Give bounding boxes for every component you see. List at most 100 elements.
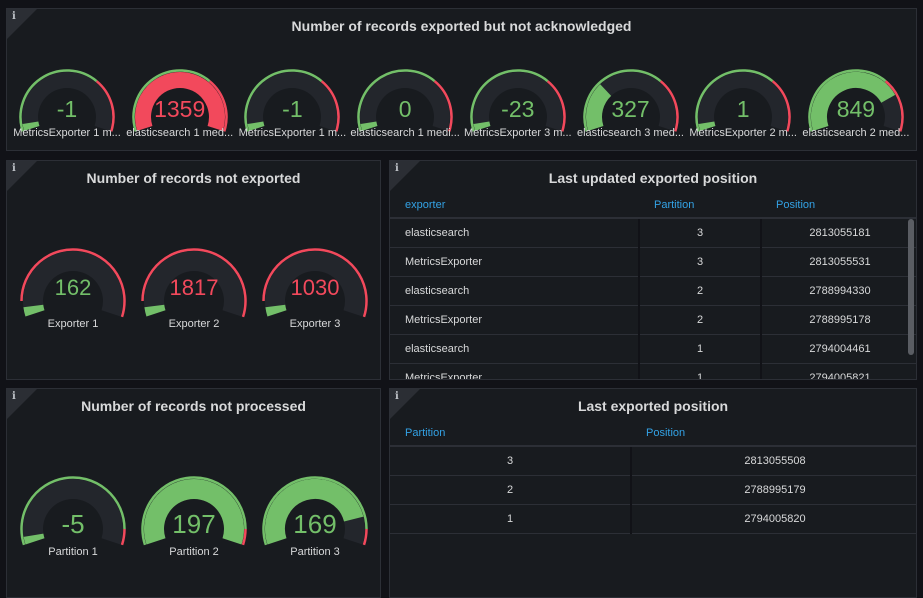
table-row: elasticsearch 1 2794004461 [390, 334, 916, 364]
table-cell: 2 [638, 305, 761, 335]
table-header-row: Partition Position [390, 420, 916, 447]
gauge-dial [695, 69, 791, 132]
gauge-value-band [473, 121, 491, 131]
table-row: elasticsearch 2 2788994330 [390, 276, 916, 306]
panel-last-exported-position: i Last exported position Partition Posit… [389, 388, 917, 598]
gauge-value: 1359 [154, 96, 206, 122]
gauge-value: -1 [56, 96, 78, 122]
gauge-value: -23 [501, 96, 535, 122]
gauge-value: 0 [398, 96, 412, 122]
gauge-dial [20, 248, 126, 318]
gauge-value-band [698, 121, 716, 131]
info-icon[interactable]: i [12, 11, 16, 22]
panel-not-exported: i Number of records not exported 162 Expo… [6, 160, 381, 380]
panel-not-processed: i Number of records not processed -5 Part… [6, 388, 381, 598]
gauge-value-band [23, 533, 45, 545]
table-row: MetricsExporter 1 2794005821 [390, 363, 916, 379]
info-icon[interactable]: i [12, 163, 16, 174]
gauge-dial [19, 69, 115, 132]
gauge-track [472, 72, 563, 131]
gauge-threshold-bad [95, 80, 115, 132]
table-cell: 1 [390, 504, 631, 534]
gauge-value-band [144, 479, 244, 545]
table-cell: elasticsearch [390, 334, 639, 364]
gauge-label: Exporter 3 [289, 318, 341, 330]
panel-title[interactable]: Number of records not processed [81, 398, 306, 414]
table-cell: MetricsExporter [390, 247, 639, 277]
gauge-threshold-bad [262, 248, 368, 318]
gauge: 849 elasticsearch 2 med... [802, 65, 909, 147]
last-exported-table: Partition Position 3 2813055508 2 278899517… [390, 420, 916, 534]
column-header-position[interactable]: Position [761, 192, 916, 219]
gauge-dial [470, 69, 566, 132]
panel-title[interactable]: Number of records not exported [86, 170, 301, 186]
gauge-value: 162 [54, 275, 92, 300]
gauge-value-band [360, 121, 378, 131]
table-row: 3 2813055508 [390, 446, 916, 476]
gauge: 1817 Exporter 2 [137, 244, 251, 338]
info-icon[interactable]: i [12, 391, 16, 402]
gauge-label: Partition 3 [290, 546, 340, 558]
gauge-threshold-bad [772, 80, 791, 132]
table-cell: 2788994330 [760, 276, 916, 306]
table-cell: 2794005820 [630, 504, 916, 534]
gauge-track [360, 72, 451, 131]
table-cell: 2 [638, 276, 761, 306]
table-scrollbar[interactable] [908, 219, 914, 355]
gauge-dial [808, 69, 904, 132]
last-updated-table: exporter Partition Position elasticsearc… [390, 192, 916, 379]
table-cell: MetricsExporter [390, 305, 639, 335]
gauge: -1 MetricsExporter 1 m... [239, 65, 346, 147]
gauge-label: Partition 1 [48, 546, 98, 558]
gauge-value: 1030 [290, 275, 340, 300]
gauge: 0 elasticsearch 1 medi... [350, 65, 460, 147]
gauge: -5 Partition 1 [16, 472, 130, 566]
gauge-threshold-ok [19, 69, 98, 132]
gauge-dial [582, 69, 679, 132]
gauge: 1359 elasticsearch 1 med... [126, 65, 233, 147]
panel-title[interactable]: Last exported position [577, 398, 729, 414]
gauge-track [22, 72, 112, 131]
gauge-value-band [134, 72, 225, 131]
gauge-threshold-bad [120, 528, 126, 546]
column-header-partition[interactable]: Partition [639, 192, 761, 219]
gauge-value-band [22, 121, 40, 131]
gauge-threshold-bad [659, 80, 679, 132]
gauge-threshold-bad [546, 80, 566, 132]
gauge-track [144, 251, 244, 317]
gauge-value: 1 [736, 96, 750, 122]
gauge-label: Partition 2 [169, 546, 219, 558]
gauge-value-band [247, 121, 265, 131]
gauge-dial [141, 248, 247, 318]
gauge-threshold-ok [470, 69, 549, 132]
gauge-value: 849 [836, 96, 876, 122]
column-header-exporter[interactable]: exporter [390, 192, 639, 219]
gauge-threshold-ok [695, 69, 774, 132]
table-cell: 2 [390, 475, 631, 505]
gauge-threshold-ok [244, 69, 323, 132]
table-cell: 2788995178 [760, 305, 916, 335]
column-header-position[interactable]: Position [631, 420, 916, 447]
gauge-label: elasticsearch 3 med... [577, 127, 684, 139]
info-icon[interactable]: i [395, 163, 399, 174]
panel-corner [390, 389, 420, 419]
table-row: elasticsearch 3 2813055181 [390, 218, 916, 248]
gauge-value-band [144, 304, 166, 317]
panel-title[interactable]: Last updated exported position [548, 170, 758, 186]
gauge-threshold-ok [131, 69, 211, 132]
gauge-dial [357, 69, 453, 132]
info-icon[interactable]: i [395, 391, 399, 402]
gauge-threshold-bad [433, 80, 453, 132]
gauge-track [265, 251, 365, 317]
table-row: 1 2794005820 [390, 504, 916, 534]
gauge-threshold-ok [20, 476, 126, 546]
gauge-value: 197 [172, 509, 216, 539]
column-header-partition[interactable]: Partition [390, 420, 631, 447]
table-cell: 2813055508 [630, 446, 916, 476]
table-cell: 2813055531 [760, 247, 916, 277]
gauge-threshold-ok [357, 69, 436, 132]
panel-title[interactable]: Number of records exported but not ackno… [291, 18, 632, 34]
gauge-dial [244, 69, 341, 132]
gauge: 327 elasticsearch 3 med... [577, 65, 684, 147]
table-cell: 2794005821 [760, 363, 916, 379]
